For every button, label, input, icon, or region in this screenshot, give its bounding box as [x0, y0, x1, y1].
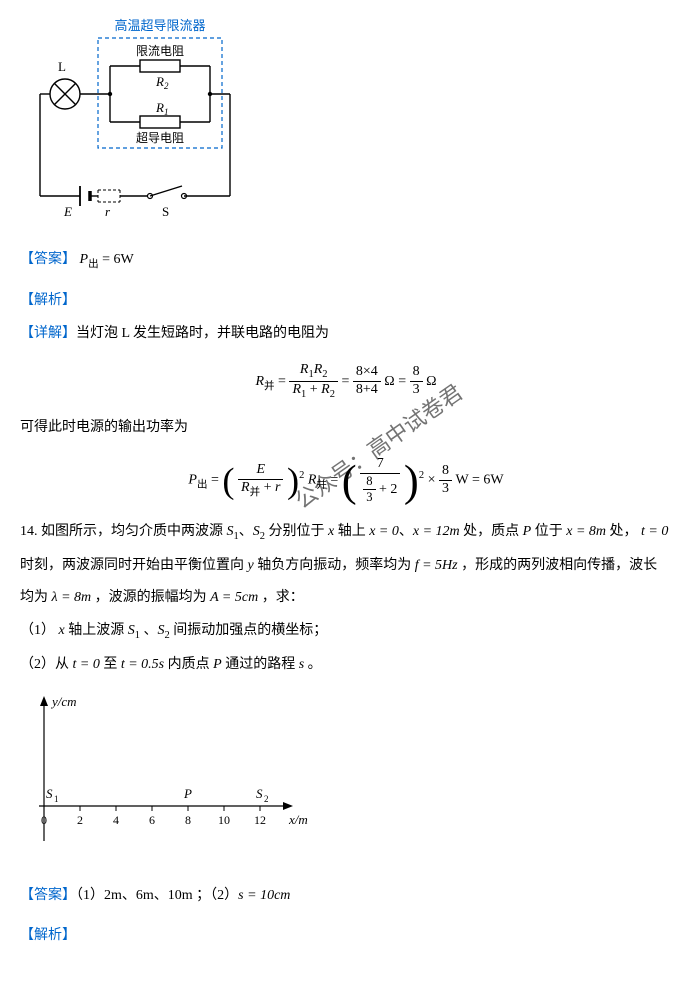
- svg-text:0: 0: [41, 813, 47, 827]
- r-internal-label: r: [105, 204, 111, 219]
- detail-line: 【详解】当灯泡 L 发生短路时，并联电路的电阻为: [20, 321, 672, 348]
- equation-2: P出 = ( E R并 + r )2 R并 = ( 7 8 3 + 2 )2 ×…: [20, 456, 672, 505]
- svg-text:12: 12: [254, 813, 266, 827]
- answer2-label: 【答案】: [20, 888, 76, 903]
- equation-1: R并 = R1R2 R1 + R2 = 8×4 8+4 Ω = 8 3 Ω: [20, 362, 672, 402]
- svg-text:6: 6: [149, 813, 155, 827]
- svg-text:2: 2: [264, 794, 269, 804]
- svg-text:S: S: [46, 786, 53, 801]
- answer-line-2: 【答案】（1）2m、6m、10m ；（2）s = 10cm: [20, 883, 672, 910]
- r2-symbol: R2: [155, 74, 169, 91]
- switch-arm: [150, 186, 182, 196]
- r2-resistor: [140, 60, 180, 72]
- answer-P: P: [80, 252, 89, 267]
- svg-text:4: 4: [113, 813, 119, 827]
- answer-line-1: 【答案】 P出 = 6W: [20, 247, 672, 275]
- r1-resistor: [140, 116, 180, 128]
- svg-text:2: 2: [77, 813, 83, 827]
- analysis-label: 【解析】: [20, 288, 672, 315]
- svg-text:y/cm: y/cm: [50, 694, 77, 709]
- svg-text:S: S: [256, 786, 263, 801]
- r1-label: 超导电阻: [136, 130, 184, 145]
- analysis2-label: 【解析】: [20, 923, 672, 950]
- svg-text:1: 1: [54, 794, 59, 804]
- r1-symbol: R1: [155, 100, 168, 117]
- lamp-label: L: [58, 59, 66, 74]
- svg-text:8: 8: [185, 813, 191, 827]
- answer-label: 【答案】: [20, 252, 76, 267]
- svg-text:x/m: x/m: [288, 812, 308, 827]
- wave-chart: y/cmx/m024681012S1PS2: [20, 686, 672, 867]
- circuit-diagram: 高温超导限流器 限流电阻 R2 R1 超导电阻 L E r S: [20, 16, 672, 237]
- r2-label: 限流电阻: [136, 44, 184, 58]
- emf-label: E: [63, 204, 72, 219]
- equation-2-wrap: 公众号：高中试卷君 P出 = ( E R并 + r )2 R并 = ( 7 8 …: [20, 456, 672, 505]
- circuit-svg: 高温超导限流器 限流电阻 R2 R1 超导电阻 L E r S: [20, 16, 250, 226]
- q14-line1: 14. 如图所示，均匀介质中两波源 S1、S2 分别位于 x 轴上 x = 0、…: [20, 519, 672, 547]
- q14-line2: 时刻，两波源同时开始由平衡位置向 y 轴负方向振动，频率均为 f = 5Hz ，…: [20, 553, 672, 580]
- svg-text:10: 10: [218, 813, 230, 827]
- q14-sub1: （1） x 轴上波源 S1 、S2 间振动加强点的横坐标；: [20, 618, 672, 646]
- wave-chart-svg: y/cmx/m024681012S1PS2: [20, 686, 320, 856]
- q14-sub2: （2）从 t = 0 至 t = 0.5s 内质点 P 通过的路程 s 。: [20, 652, 672, 679]
- mid-text: 可得此时电源的输出功率为: [20, 415, 672, 442]
- detail-label: 【详解】: [20, 326, 76, 341]
- switch-label: S: [162, 204, 169, 219]
- circuit-title: 高温超导限流器: [114, 18, 205, 33]
- svg-text:P: P: [183, 786, 192, 801]
- q14-line3: 均为 λ = 8m ，波源的振幅均为 A = 5cm ，求：: [20, 585, 672, 612]
